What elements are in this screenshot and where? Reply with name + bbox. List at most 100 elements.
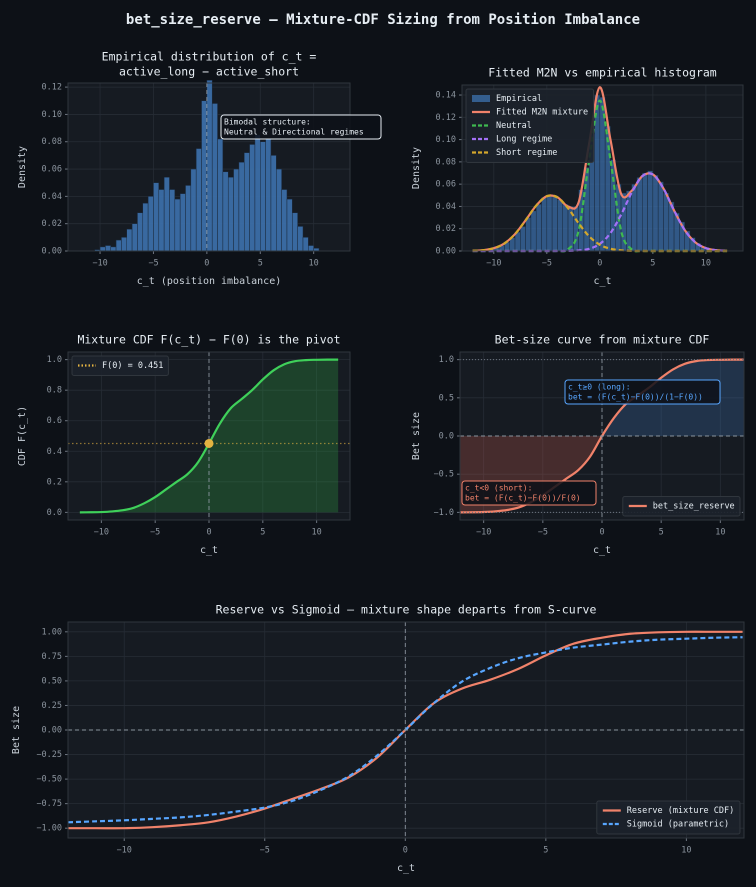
legend-label: bet_size_reserve [653,502,735,512]
axes-frame [67,82,351,252]
y-axis-label: CDF F(c_t) [17,406,28,466]
annotation-text: Neutral & Directional regimes [224,128,364,137]
x-tick-label: −5 [260,846,270,856]
legend-label: Long regime [496,135,552,145]
axes-frame [67,621,745,839]
histogram-bar [514,231,521,252]
y-tick-label: 0.25 [42,701,62,711]
histogram-bar [286,198,293,252]
histogram-bar [663,192,670,252]
x-tick-label: 0 [403,846,408,856]
chart-title: Empirical distribution of c_t = [102,50,317,64]
histogram-bar [201,100,208,252]
x-tick-label: 10 [312,528,322,538]
x-tick-label: −5 [542,259,552,269]
histogram-bar [594,94,601,252]
histogram-bar [657,181,664,252]
histogram-bar [573,206,579,252]
histogram-bar [535,203,542,252]
legend-box [465,88,595,163]
histogram-bar [147,196,154,252]
y-axis-label: Density [411,147,422,189]
chart-title: active_long − active_short [119,65,299,79]
histogram-bar [217,138,224,252]
annotation-text: Bimodal structure: [224,118,311,127]
y-tick-label: 0.00 [42,726,62,736]
y-axis-label: Density [17,146,28,188]
histogram-bar [153,182,160,252]
annotation-text: bet = (F(c_t)−F(0))/(1−F(0)) [568,393,703,402]
x-tick-label: 5 [258,259,263,269]
y-tick-label: 0.50 [42,676,62,686]
y-tick-label: 1.00 [42,627,62,637]
y-tick-label: 0.8 [47,386,62,396]
x-tick-label: 5 [659,528,664,538]
x-axis-label: c_t [397,863,415,874]
x-tick-label: 5 [260,528,265,538]
y-tick-label: 0.0 [439,432,454,442]
x-tick-label: −10 [94,528,109,538]
axes-frame [459,351,745,521]
y-tick-label: 0.08 [436,157,456,167]
histogram-bar [599,97,606,252]
histogram-bar [158,189,165,252]
histogram-bar [206,80,213,252]
y-tick-label: −0.50 [36,775,62,785]
histogram-bar [137,212,144,252]
histogram-bar [142,202,149,252]
y-tick-label: 0.00 [42,247,62,257]
annotation-box [461,480,597,506]
x-tick-label: −10 [486,259,501,269]
legend-label: Fitted M2N mixture [496,108,588,118]
histogram-bar [260,141,266,252]
y-axis-label: Bet size [11,706,22,754]
y-tick-label: −0.75 [36,799,62,809]
x-axis-label: c_t (position imbalance) [137,276,282,287]
x-tick-label: 10 [715,528,725,538]
annotation-text: c_t≥0 (long): [568,383,631,392]
histogram-bar [163,176,170,252]
histogram-bar [308,245,314,252]
x-tick-label: 5 [543,846,548,856]
annotation-text: c_t<0 (short): [465,484,532,493]
histogram-bar [525,217,532,252]
y-tick-label: 0.02 [436,224,456,234]
histogram-bar [541,197,548,252]
y-tick-label: 0.06 [42,165,62,175]
histogram-bar [249,144,256,252]
histogram-bar [126,228,133,252]
histogram-bar [99,246,106,252]
chart-title: Reserve vs Sigmoid — mixture shape depar… [216,603,597,617]
annotation-box [220,114,382,140]
annotation-text: bet = (F(c_t)−F(0))/F(0) [465,494,581,503]
histogram-bar [281,189,288,252]
y-tick-label: 0.6 [47,416,62,426]
histogram-bar [195,148,202,252]
histogram-bar [520,226,526,252]
legend-label: F(0) = 0.451 [102,361,163,371]
histogram-bar [179,193,186,252]
histogram-bar [115,239,122,252]
y-tick-label: 0.0 [47,508,62,518]
y-tick-label: 0.14 [436,91,456,101]
histogram-bar [652,174,659,252]
legend-label: Sigmoid (parametric) [627,820,729,830]
histogram-bar [211,103,218,252]
histogram-bar [227,176,234,252]
x-tick-label: −10 [92,259,107,269]
y-tick-label: 0.04 [436,202,456,212]
y-tick-label: −0.5 [434,470,454,480]
axes-frame [461,84,744,252]
y-tick-label: 0.10 [436,135,456,145]
y-tick-label: 0.2 [47,477,62,487]
x-axis-label: c_t [593,276,611,287]
chart-title: Mixture CDF F(c_t) − F(0) is the pivot [77,333,340,347]
x-tick-label: 10 [681,846,691,856]
histogram-bar [131,223,138,252]
x-tick-label: 0 [206,528,211,538]
y-tick-label: 0.75 [42,652,62,662]
histogram-bar [302,237,309,252]
histogram-bar [636,177,643,252]
legend-box [622,496,741,517]
